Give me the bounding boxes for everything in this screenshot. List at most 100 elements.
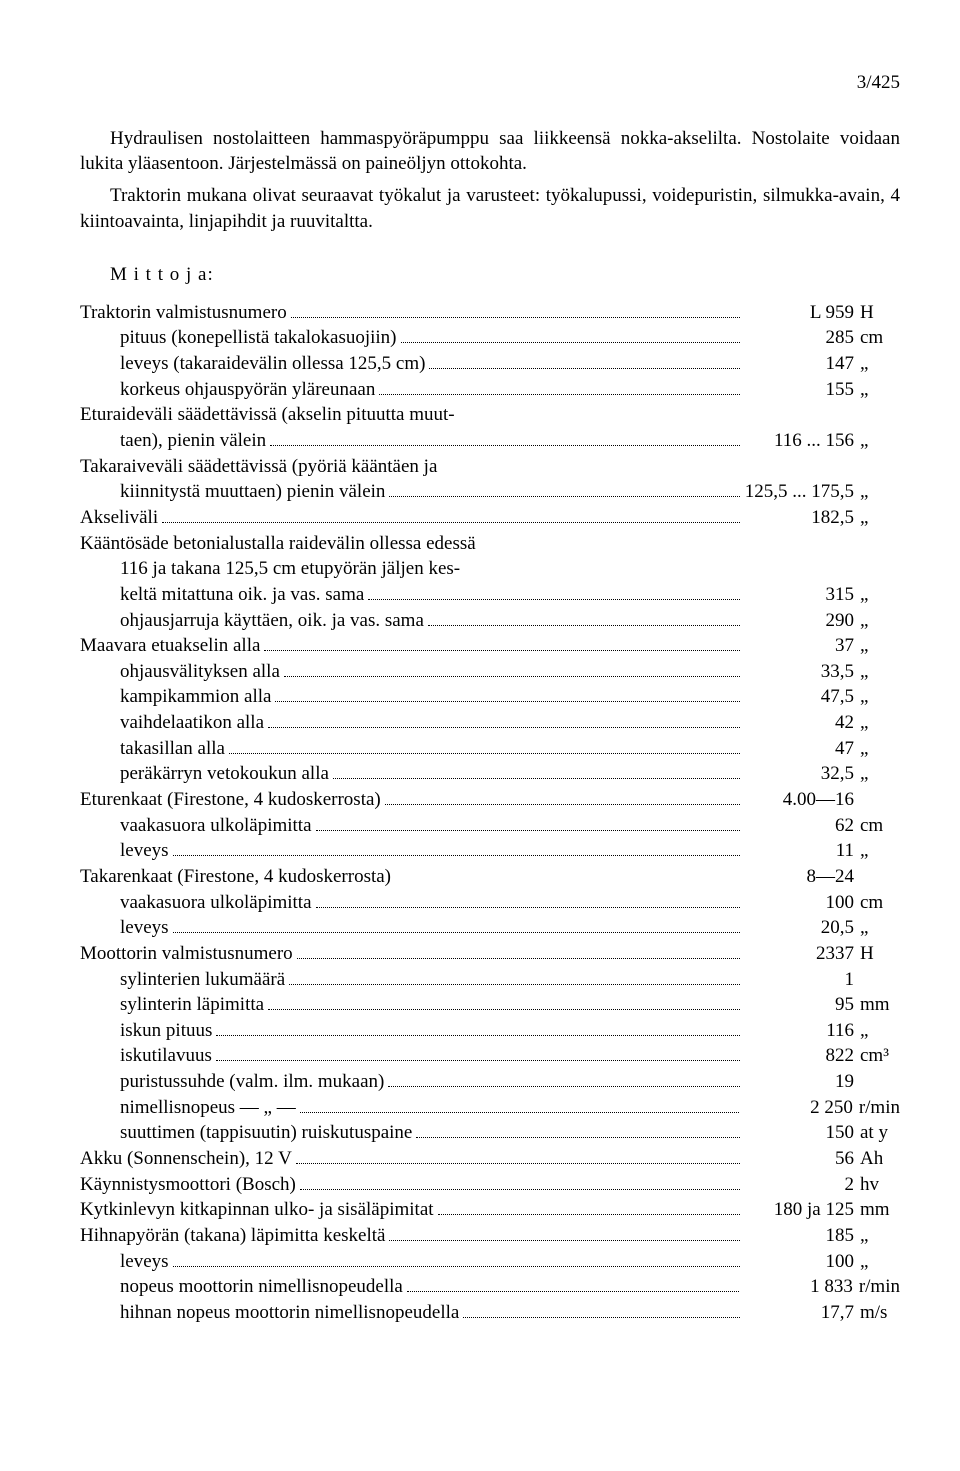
leader-dots	[229, 753, 740, 754]
spec-unit: H	[854, 941, 900, 967]
leader-dots	[162, 522, 740, 523]
spec-unit: r/min	[853, 1274, 900, 1300]
spec-unit: „	[854, 915, 900, 941]
spec-label: leveys	[80, 838, 169, 864]
spec-unit: H	[854, 300, 900, 326]
spec-row: Akku (Sonnenschein), 12 V56Ah	[80, 1146, 900, 1172]
spec-value: 100	[744, 1249, 854, 1275]
spec-label: leveys	[80, 915, 169, 941]
spec-unit: „	[854, 582, 900, 608]
spec-value: 150	[744, 1120, 854, 1146]
spec-row: Takarenkaat (Firestone, 4 kudoskerrosta)…	[80, 864, 900, 890]
spec-row: kampikammion alla47,5„	[80, 684, 900, 710]
spec-value: 116 ... 156	[744, 428, 854, 454]
spec-label: vaakasuora ulkoläpimitta	[80, 813, 312, 839]
spec-row: Moottorin valmistusnumero2337H	[80, 941, 900, 967]
spec-value: 19	[744, 1069, 854, 1095]
spec-row: iskun pituus116„	[80, 1018, 900, 1044]
leader-dots	[264, 650, 740, 651]
leader-dots	[389, 496, 740, 497]
spec-label-cont: keltä mitattuna oik. ja vas. sama	[80, 582, 364, 608]
spec-value: 95	[744, 992, 854, 1018]
spec-unit: „	[854, 659, 900, 685]
spec-label: Akseliväli	[80, 505, 158, 531]
leader-dots	[428, 625, 740, 626]
leader-dots	[291, 317, 740, 318]
leader-dots	[216, 1060, 740, 1061]
spec-unit: „	[854, 1249, 900, 1275]
specifications-list: Traktorin valmistusnumeroL 959Hpituus (k…	[80, 300, 900, 1326]
spec-label: iskutilavuus	[80, 1043, 212, 1069]
spec-row: Traktorin valmistusnumeroL 959H	[80, 300, 900, 326]
spec-row: Maavara etuakselin alla37„	[80, 633, 900, 659]
spec-value: 285	[744, 325, 854, 351]
spec-unit: „	[854, 1018, 900, 1044]
spec-row: pituus (konepellistä takalokasuojiin) 285…	[80, 325, 900, 351]
spec-label: Takarenkaat (Firestone, 4 kudoskerrosta)	[80, 864, 391, 890]
spec-unit: „	[854, 377, 900, 403]
spec-row: nopeus moottorin nimellisnopeudella1 833…	[80, 1274, 900, 1300]
spec-unit: cm	[854, 813, 900, 839]
spec-label: sylinterin läpimitta	[80, 992, 264, 1018]
spec-label-cont: kiinnitystä muuttaen) pienin välein	[80, 479, 385, 505]
spec-row: leveys 100„	[80, 1249, 900, 1275]
leader-dots	[284, 676, 740, 677]
spec-label: takasillan alla	[80, 736, 225, 762]
spec-label: Eturaideväli säädettävissä (akselin pitu…	[80, 402, 900, 428]
spec-label: pituus (konepellistä takalokasuojiin)	[80, 325, 397, 351]
spec-row: leveys (takaraidevälin ollessa 125,5 cm)…	[80, 351, 900, 377]
spec-unit: Ah	[854, 1146, 900, 1172]
spec-label: vaakasuora ulkoläpimitta	[80, 890, 312, 916]
spec-value: 8—24	[744, 864, 854, 890]
leader-dots	[270, 445, 740, 446]
spec-row: Akseliväli182,5„	[80, 505, 900, 531]
spec-row: Eturenkaat (Firestone, 4 kudoskerrosta)4…	[80, 787, 900, 813]
spec-label-cont: 116 ja takana 125,5 cm etupyörän jäljen …	[80, 556, 900, 582]
spec-unit: „	[854, 428, 900, 454]
spec-unit: „	[854, 838, 900, 864]
spec-unit: cm	[854, 890, 900, 916]
spec-value: 42	[744, 710, 854, 736]
spec-label: hihnan nopeus moottorin nimellisnopeudel…	[80, 1300, 459, 1326]
spec-value: 4.00—16	[744, 787, 854, 813]
spec-label: sylinterien lukumäärä	[80, 967, 285, 993]
spec-label: leveys	[80, 1249, 169, 1275]
spec-value: 2 250	[743, 1095, 853, 1121]
spec-value: 2	[744, 1172, 854, 1198]
leader-dots	[173, 1266, 740, 1267]
spec-unit: m/s	[854, 1300, 900, 1326]
spec-value: 1	[744, 967, 854, 993]
spec-unit: „	[854, 608, 900, 634]
spec-label: Kytkinlevyn kitkapinnan ulko- ja sisäläp…	[80, 1197, 434, 1223]
leader-dots	[275, 701, 740, 702]
spec-row: iskutilavuus822cm³	[80, 1043, 900, 1069]
spec-value: 822	[744, 1043, 854, 1069]
spec-value: 155	[744, 377, 854, 403]
spec-value: 185	[744, 1223, 854, 1249]
spec-label: Hihnapyörän (takana) läpimitta keskeltä	[80, 1223, 385, 1249]
spec-unit: „	[854, 505, 900, 531]
spec-row: Käynnistysmoottori (Bosch)2hv	[80, 1172, 900, 1198]
spec-label: korkeus ohjauspyörän yläreunaan	[80, 377, 375, 403]
spec-row: ohjausvälityksen alla33,5„	[80, 659, 900, 685]
spec-label: Käynnistysmoottori (Bosch)	[80, 1172, 296, 1198]
leader-dots	[333, 778, 740, 779]
spec-label: vaihdelaatikon alla	[80, 710, 264, 736]
spec-unit: „	[854, 1223, 900, 1249]
spec-row: Hihnapyörän (takana) läpimitta keskeltä 1…	[80, 1223, 900, 1249]
spec-value: 11	[744, 838, 854, 864]
leader-dots	[173, 855, 740, 856]
spec-label: kampikammion alla	[80, 684, 271, 710]
section-heading: M i t t o j a:	[110, 262, 900, 288]
spec-label: nopeus moottorin nimellisnopeudella	[80, 1274, 403, 1300]
leader-dots	[300, 1112, 739, 1113]
spec-value: 47	[744, 736, 854, 762]
spec-label: nimellisnopeus — „ —	[80, 1095, 296, 1121]
spec-row: leveys 11„	[80, 838, 900, 864]
spec-value: 62	[744, 813, 854, 839]
spec-value: 20,5	[744, 915, 854, 941]
spec-row: puristussuhde (valm. ilm. mukaan)19	[80, 1069, 900, 1095]
spec-value: 56	[744, 1146, 854, 1172]
spec-unit: at y	[854, 1120, 900, 1146]
spec-label-cont: taen), pienin välein	[80, 428, 266, 454]
